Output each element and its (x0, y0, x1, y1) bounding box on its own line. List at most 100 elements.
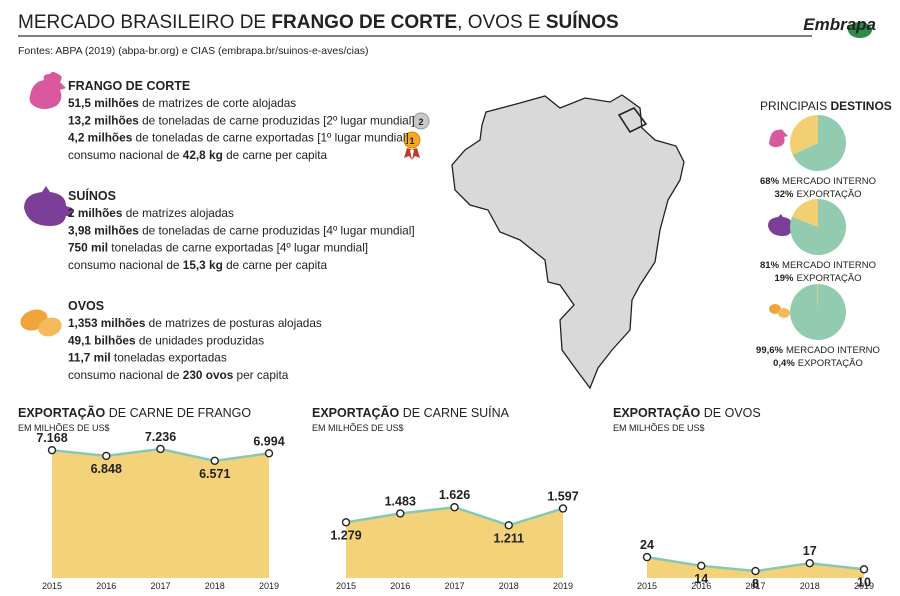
pie-category: EXPORTAÇÃO (798, 358, 863, 369)
chart-title-rest: DE OVOS (700, 406, 760, 420)
x-tick-label: 2016 (96, 581, 116, 591)
pie-pig-icon (768, 214, 795, 236)
medal-label: 1 (409, 136, 414, 146)
data-point (805, 559, 814, 568)
data-point (642, 552, 652, 562)
x-tick-label: 2018 (205, 581, 225, 591)
text-segment: 42,8 kg (183, 148, 223, 162)
pie-label: 0,4% EXPORTAÇÃO (773, 358, 863, 369)
data-point (396, 509, 405, 518)
value-label: 17 (803, 544, 817, 558)
medal-gold (403, 131, 421, 160)
text-segment: per capita (233, 368, 289, 382)
text-segment: toneladas exportadas (111, 351, 227, 365)
pie-value-label: 68% (760, 176, 780, 187)
value-label: 1.626 (439, 488, 470, 502)
section-title: SUÍNOS (68, 188, 116, 203)
logo-mark (848, 22, 872, 38)
section-line: 1,353 milhões de matrizes de posturas al… (68, 316, 322, 330)
text-segment: , OVOS E (457, 12, 546, 33)
x-tick-label: 2017 (444, 581, 464, 591)
text-segment: MERCADO BRASILEIRO DE (18, 12, 271, 33)
pie-category: MERCADO INTERNO (786, 345, 880, 356)
data-point (156, 444, 165, 454)
chart-title-bold: EXPORTAÇÃO (18, 405, 106, 420)
area-fill (346, 507, 563, 578)
text-segment: de unidades produzidas (136, 333, 265, 347)
chart-title: EXPORTAÇÃO DE CARNE DE FRANGO (18, 405, 251, 420)
pie-slice (790, 115, 818, 155)
pie-label: 68% MERCADO INTERNO (760, 176, 876, 187)
text-segment: 51,5 milhões (68, 96, 139, 110)
pie-value-label: 99,6% (756, 345, 783, 356)
value-label: 24 (640, 538, 654, 552)
pie-label: 32% EXPORTAÇÃO (774, 189, 861, 200)
value-label: 6.994 (253, 434, 284, 448)
pie-label: 81% MERCADO INTERNO (760, 260, 876, 271)
value-label: 1.483 (385, 494, 416, 508)
medal-label: 2 (418, 117, 423, 127)
chart-subtitle: EM MILHÕES DE US$ (18, 423, 110, 433)
value-label: 1.597 (547, 489, 578, 503)
text-segment: 13,2 milhões (68, 113, 139, 127)
area-fill (647, 557, 864, 578)
text-segment: PRINCIPAIS (760, 99, 830, 113)
chicken-icon (29, 72, 66, 109)
section-line: 2 milhões de matrizes alojadas (68, 206, 234, 220)
x-tick-label: 2018 (800, 581, 820, 591)
section-line: 4,2 milhões de toneladas de carne export… (68, 131, 409, 145)
text-segment: consumo nacional de (68, 258, 183, 272)
text-segment: consumo nacional de (68, 368, 183, 382)
pie-category: MERCADO INTERNO (782, 176, 876, 187)
section-line: 3,98 milhões de toneladas de carne produ… (68, 223, 415, 237)
text-segment: de carne per capita (223, 148, 328, 162)
section-line: consumo nacional de 230 ovos per capita (68, 368, 289, 382)
section-line: 11,7 mil toneladas exportadas (68, 351, 227, 365)
text-segment: 11,7 mil (68, 351, 111, 365)
chart-subtitle: EM MILHÕES DE US$ (613, 423, 705, 433)
data-point (210, 456, 219, 466)
text-segment: de matrizes de corte alojadas (139, 96, 296, 110)
x-tick-label: 2019 (854, 581, 874, 591)
pie-slice (789, 284, 846, 341)
pie-category: EXPORTAÇÃO (796, 189, 861, 200)
x-tick-label: 2015 (42, 581, 62, 591)
data-point (558, 504, 568, 513)
pie-label: 99,6% MERCADO INTERNO (756, 345, 880, 356)
text-segment: toneladas de carne exportadas [4º lugar … (108, 241, 368, 255)
chart-title: EXPORTAÇÃO DE CARNE SUÍNA (312, 405, 510, 420)
text-segment: consumo nacional de (68, 148, 183, 162)
chart-title-bold: EXPORTAÇÃO (613, 405, 701, 420)
eggs-icon (20, 309, 62, 337)
text-segment: 1,353 milhões (68, 316, 146, 330)
data-point (697, 561, 706, 571)
value-label: 7.168 (36, 431, 67, 445)
text-segment: SUÍNOS (546, 11, 619, 33)
data-point (102, 451, 111, 461)
logo-text: Embrapa (803, 15, 876, 34)
x-tick-label: 2018 (499, 581, 519, 591)
pie-category: MERCADO INTERNO (782, 260, 876, 271)
section-line: consumo nacional de 15,3 kg de carne per… (68, 258, 328, 272)
pie-category: EXPORTAÇÃO (796, 273, 861, 284)
section-line: 750 mil toneladas de carne exportadas [4… (68, 241, 368, 255)
x-tick-label: 2015 (637, 581, 657, 591)
pie-label: 19% EXPORTAÇÃO (774, 273, 861, 284)
source: Fontes: ABPA (2019) (abpa-br.org) e CIAS… (18, 45, 369, 57)
section-title: FRANGO DE CORTE (68, 79, 190, 93)
x-tick-label: 2019 (259, 581, 279, 591)
text-segment: 15,3 kg (183, 258, 223, 272)
text-segment: 4,2 milhões (68, 131, 133, 145)
text-segment: FRANGO DE CORTE (271, 12, 457, 33)
section-line: 51,5 milhões de matrizes de corte alojad… (68, 96, 296, 110)
section-title: OVOS (68, 299, 104, 313)
data-point (450, 503, 459, 512)
text-segment: de toneladas de carne exportadas [1º lug… (132, 131, 408, 145)
value-label: 10 (857, 575, 871, 589)
data-point (264, 449, 274, 458)
chart-title-rest: DE CARNE SUÍNA (399, 405, 509, 420)
value-label: 1.279 (330, 528, 361, 542)
brazil-map (451, 94, 685, 390)
data-point (751, 566, 760, 576)
